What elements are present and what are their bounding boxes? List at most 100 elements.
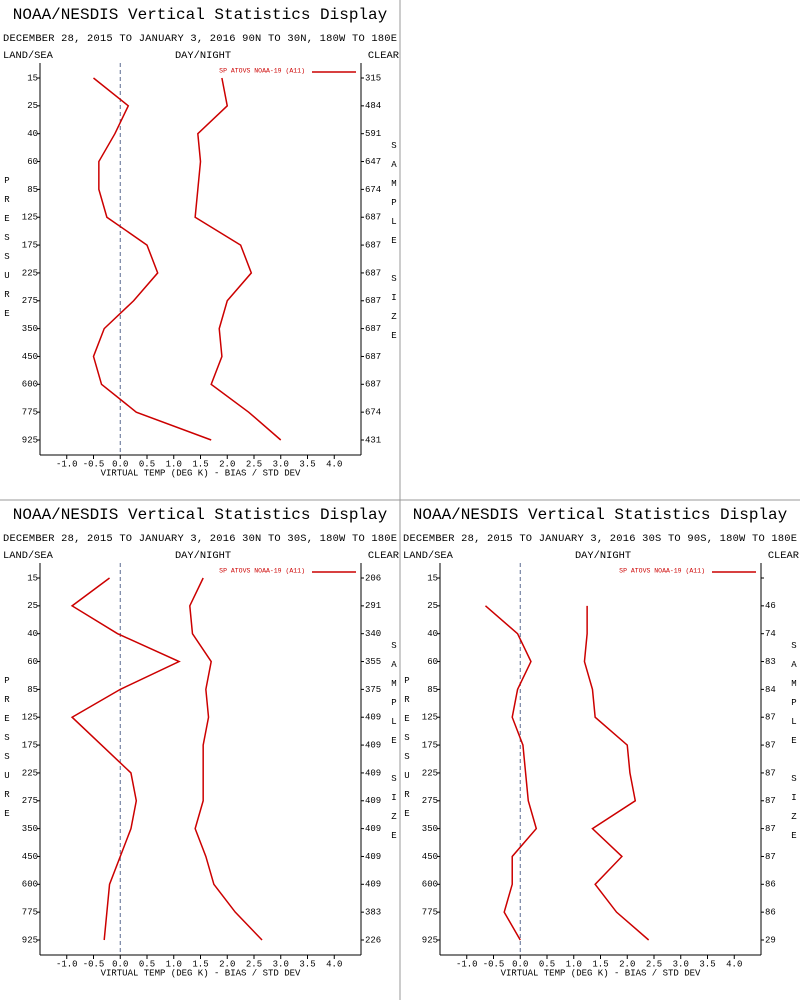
y-tick-label: 275 xyxy=(22,796,38,806)
x-tick-label: 3.0 xyxy=(673,959,689,969)
y-tick-label: 225 xyxy=(422,768,438,778)
x-tick-label: 2.5 xyxy=(646,959,662,969)
y-tick-label: 600 xyxy=(22,880,38,890)
x-tick-label: 1.5 xyxy=(192,959,208,969)
panel: NOAA/NESDIS Vertical Statistics Display D… xyxy=(402,506,799,978)
x-tick-label: 2.5 xyxy=(246,459,262,469)
x-tick-label: 0.0 xyxy=(112,959,128,969)
y-tick-label: 175 xyxy=(22,740,38,750)
y-tick-label: 450 xyxy=(22,352,38,362)
chart-subtitle: DECEMBER 28, 2015 TO JANUARY 3, 2016 90N… xyxy=(3,33,397,45)
profile-line xyxy=(194,77,282,441)
sample-size-label: 87 xyxy=(765,713,776,723)
sample-size-label: 409 xyxy=(365,824,381,834)
sample-size-label: 687 xyxy=(365,380,381,390)
sample-size-label: 340 xyxy=(365,629,381,639)
sample-size-label: 647 xyxy=(365,157,381,167)
corner-label: DAY/NIGHT xyxy=(175,50,231,62)
x-tick-label: -0.5 xyxy=(483,959,505,969)
sample-size-label: 383 xyxy=(365,908,381,918)
x-tick-label: 1.0 xyxy=(166,959,182,969)
x-tick-label: -1.0 xyxy=(456,959,478,969)
x-tick-label: 1.5 xyxy=(592,959,608,969)
sample-size-label: 409 xyxy=(365,852,381,862)
y-tick-label: 25 xyxy=(27,101,38,111)
chart-subtitle: DECEMBER 28, 2015 TO JANUARY 3, 2016 30S… xyxy=(403,533,797,545)
chart-title: NOAA/NESDIS Vertical Statistics Display xyxy=(13,506,388,524)
x-tick-label: 1.0 xyxy=(166,459,182,469)
x-axis-label: VIRTUAL TEMP (DEG K) - BIAS / STD DEV xyxy=(501,968,701,978)
x-axis-label: VIRTUAL TEMP (DEG K) - BIAS / STD DEV xyxy=(101,968,301,978)
y-tick-label: 60 xyxy=(27,157,38,167)
sample-size-label: 687 xyxy=(365,352,381,362)
y-tick-label: 15 xyxy=(27,573,38,583)
y-tick-label: 15 xyxy=(27,73,38,83)
sample-size-label: 687 xyxy=(365,240,381,250)
corner-label: CLEAR xyxy=(368,50,399,62)
y-tick-label: 450 xyxy=(22,852,38,862)
y-tick-label: 40 xyxy=(27,629,38,639)
profile-line xyxy=(92,77,212,441)
sample-size-label: 74 xyxy=(765,629,776,639)
y-tick-label: 600 xyxy=(422,880,438,890)
y-tick-label: 775 xyxy=(22,908,38,918)
chart-subtitle: DECEMBER 28, 2015 TO JANUARY 3, 2016 30N… xyxy=(3,533,397,545)
corner-label: DAY/NIGHT xyxy=(575,550,631,562)
sample-size-label: 291 xyxy=(365,601,381,611)
profile-line xyxy=(189,577,263,941)
x-tick-label: 2.5 xyxy=(246,959,262,969)
y-tick-label: 600 xyxy=(22,380,38,390)
sample-size-label: 409 xyxy=(365,880,381,890)
x-tick-label: 2.0 xyxy=(619,959,635,969)
y-tick-label: 40 xyxy=(427,629,438,639)
sample-size-label: 687 xyxy=(365,268,381,278)
sample-size-label: 431 xyxy=(365,435,381,445)
sample-size-label: 226 xyxy=(365,935,381,945)
sample-size-label: 87 xyxy=(765,824,776,834)
sample-size-label: 315 xyxy=(365,73,381,83)
sample-size-label: 86 xyxy=(765,880,776,890)
y-tick-label: 60 xyxy=(427,657,438,667)
y-tick-label: 85 xyxy=(427,685,438,695)
y-tick-label: 175 xyxy=(22,240,38,250)
y-tick-label: 450 xyxy=(422,852,438,862)
panel: NOAA/NESDIS Vertical Statistics Display D… xyxy=(2,506,399,978)
corner-label: LAND/SEA xyxy=(3,550,54,562)
sample-size-label: 687 xyxy=(365,213,381,223)
legend-label: SP ATOVS NOAA-19 (A11) xyxy=(219,568,305,575)
y-tick-label: 15 xyxy=(427,573,438,583)
x-tick-label: 3.5 xyxy=(699,959,715,969)
x-tick-label: 1.5 xyxy=(192,459,208,469)
y-tick-label: 275 xyxy=(422,796,438,806)
corner-label: DAY/NIGHT xyxy=(175,550,231,562)
x-tick-label: 2.0 xyxy=(219,959,235,969)
profile-line xyxy=(583,605,650,941)
y-tick-label: 350 xyxy=(22,324,38,334)
x-tick-label: 0.5 xyxy=(539,959,555,969)
chart-title: NOAA/NESDIS Vertical Statistics Display xyxy=(413,506,788,524)
sample-size-label: 674 xyxy=(365,408,381,418)
corner-label: CLEAR xyxy=(368,550,399,562)
y-tick-label: 925 xyxy=(22,935,38,945)
y-tick-label: 25 xyxy=(427,601,438,611)
sample-size-label: 409 xyxy=(365,740,381,750)
sample-size-label: 87 xyxy=(765,768,776,778)
x-tick-label: 4.0 xyxy=(326,959,342,969)
y2-axis-label: SAMPLE SIZE xyxy=(389,141,399,350)
x-tick-label: -1.0 xyxy=(56,959,78,969)
y2-axis-label: SAMPLE SIZE xyxy=(389,641,399,850)
profile-line xyxy=(70,577,181,941)
y-tick-label: 175 xyxy=(422,740,438,750)
sample-size-label: 84 xyxy=(765,685,776,695)
sample-size-label: 86 xyxy=(765,908,776,918)
x-tick-label: 4.0 xyxy=(326,459,342,469)
sample-size-label: 46 xyxy=(765,601,776,611)
y-tick-label: 775 xyxy=(22,408,38,418)
y-axis-label: PRESSURE xyxy=(402,676,412,828)
sample-size-label: 687 xyxy=(365,296,381,306)
chart-title: NOAA/NESDIS Vertical Statistics Display xyxy=(13,6,388,24)
sample-size-label: 591 xyxy=(365,129,381,139)
x-tick-label: 0.0 xyxy=(112,459,128,469)
sample-size-label: 484 xyxy=(365,101,381,111)
